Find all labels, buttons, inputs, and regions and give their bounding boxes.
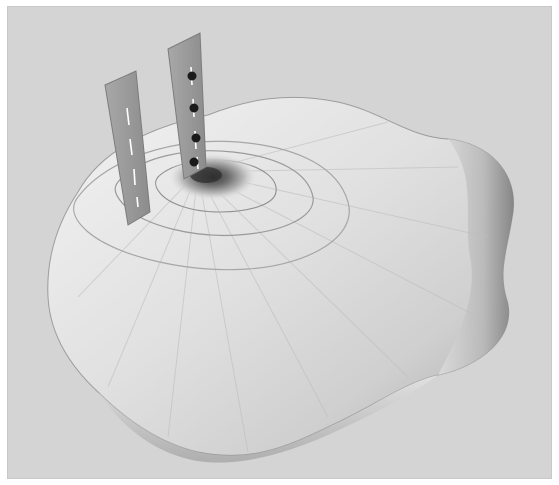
probe-marker (187, 71, 197, 81)
right-vertical-panel (167, 32, 207, 180)
left-vertical-panel (104, 70, 151, 226)
surface-right-edge (438, 139, 514, 375)
probe-marker (189, 103, 199, 113)
left-panel-dashes (126, 107, 139, 208)
3d-surface-render (47, 32, 515, 463)
render-viewport (7, 6, 552, 479)
probe-marker (189, 157, 199, 167)
probe-marker (191, 133, 201, 143)
probe-markers (187, 71, 201, 167)
